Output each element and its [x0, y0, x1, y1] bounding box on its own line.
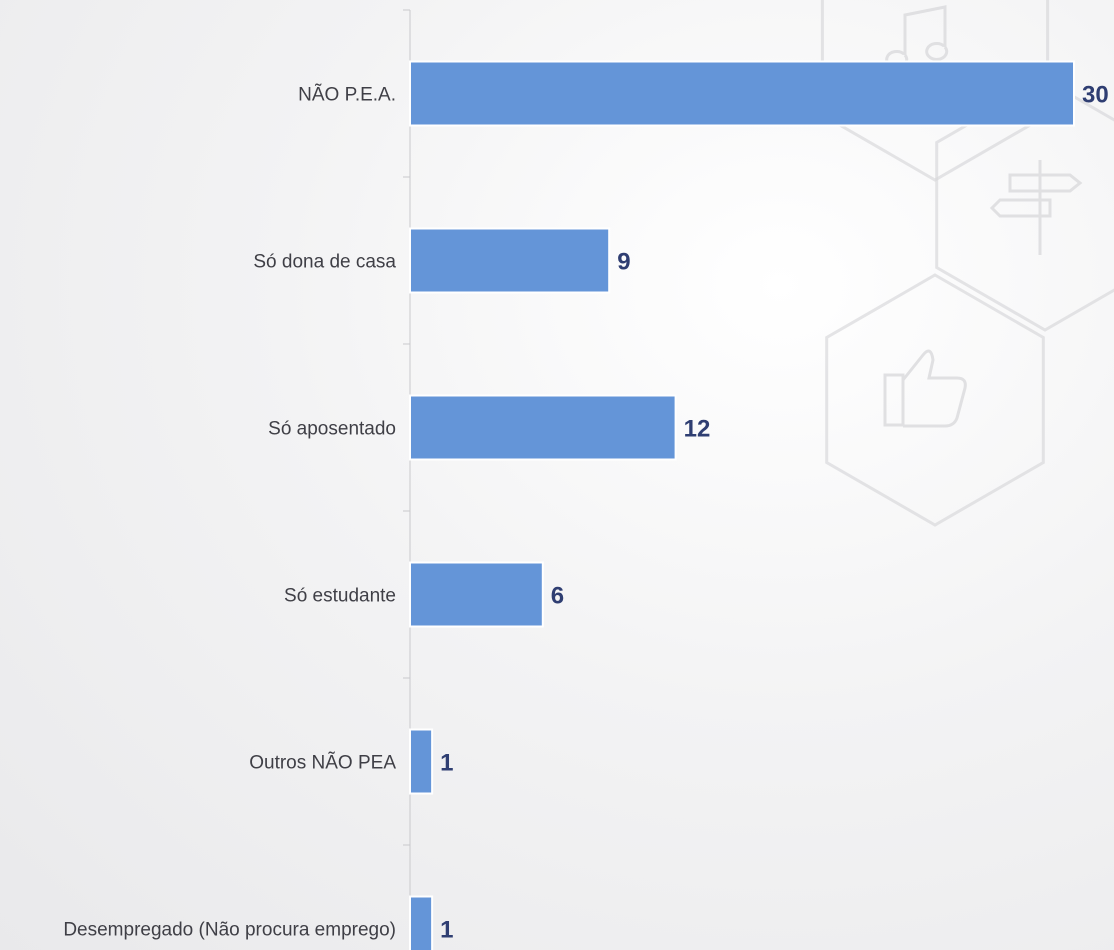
- bar: [409, 394, 677, 461]
- thumbs-up-icon: [883, 349, 967, 428]
- category-label: Outros NÃO PEA: [249, 752, 396, 774]
- category-label: Só dona de casa: [253, 252, 396, 273]
- bar: [409, 227, 611, 294]
- background-watermark: [820, 0, 1114, 527]
- data-label: 9: [617, 249, 630, 276]
- bar: [409, 60, 1075, 127]
- data-label: 1: [440, 917, 453, 944]
- music-note-icon: [885, 5, 949, 69]
- category-label: Só aposentado: [268, 419, 396, 440]
- bar-series: [409, 60, 1075, 950]
- category-label: Só estudante: [284, 586, 396, 607]
- category-label: Desempregado (Não procura emprego): [63, 920, 396, 941]
- data-label: 6: [551, 583, 564, 610]
- category-label: NÃO P.E.A.: [298, 84, 396, 106]
- bar: [409, 561, 544, 628]
- watermark-hexagon-music: [820, 0, 1050, 182]
- category-axis: [403, 9, 411, 950]
- data-label: 12: [684, 416, 711, 443]
- data-label: 30: [1082, 82, 1109, 109]
- watermark-hexagon-signpost: [935, 78, 1114, 332]
- bar: [409, 728, 434, 795]
- bar: [409, 895, 434, 950]
- signpost-icon: [989, 160, 1083, 255]
- labels: NÃO P.E.A. 30 Só dona de casa 9 Só aposentad…: [63, 82, 1108, 944]
- watermark-hexagon-thumbs: [825, 273, 1045, 527]
- data-label: 1: [440, 750, 453, 777]
